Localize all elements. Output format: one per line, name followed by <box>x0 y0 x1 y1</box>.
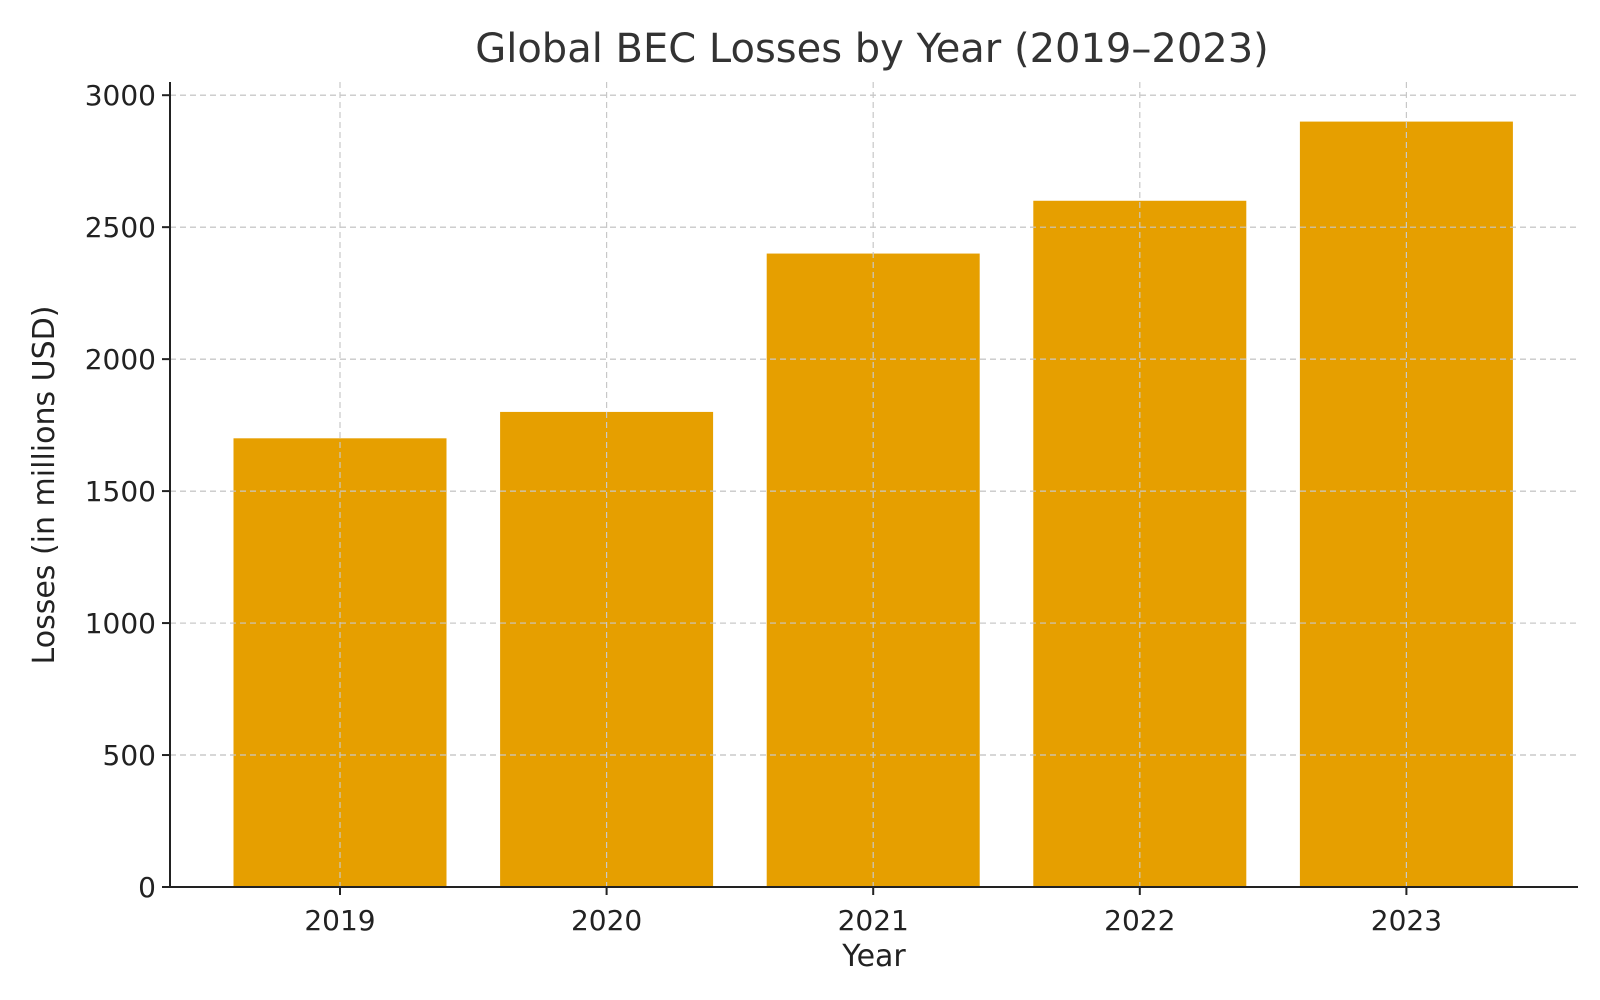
y-tick-label: 1500 <box>85 475 156 508</box>
x-tick-label: 2021 <box>838 904 909 937</box>
x-tick-label: 2023 <box>1371 904 1442 937</box>
y-axis-label: Losses (in millions USD) <box>27 306 62 665</box>
y-tick-label: 3000 <box>85 79 156 112</box>
y-tick-labels: 0 500 1000 1500 2000 2500 3000 <box>85 79 170 904</box>
x-axis-label: Year <box>841 939 906 974</box>
x-tick-labels: 2019 2020 2021 2022 2023 <box>304 887 1442 937</box>
x-tick-label: 2022 <box>1104 904 1175 937</box>
y-tick-label: 500 <box>103 739 156 772</box>
chart-title: Global BEC Losses by Year (2019–2023) <box>475 26 1269 72</box>
x-tick-label: 2020 <box>571 904 642 937</box>
y-tick-label: 2500 <box>85 211 156 244</box>
bar-2021 <box>766 253 980 887</box>
y-tick-label: 1000 <box>85 607 156 640</box>
x-tick-label: 2019 <box>304 904 375 937</box>
y-tick-label: 0 <box>138 871 156 904</box>
y-tick-label: 2000 <box>85 343 156 376</box>
